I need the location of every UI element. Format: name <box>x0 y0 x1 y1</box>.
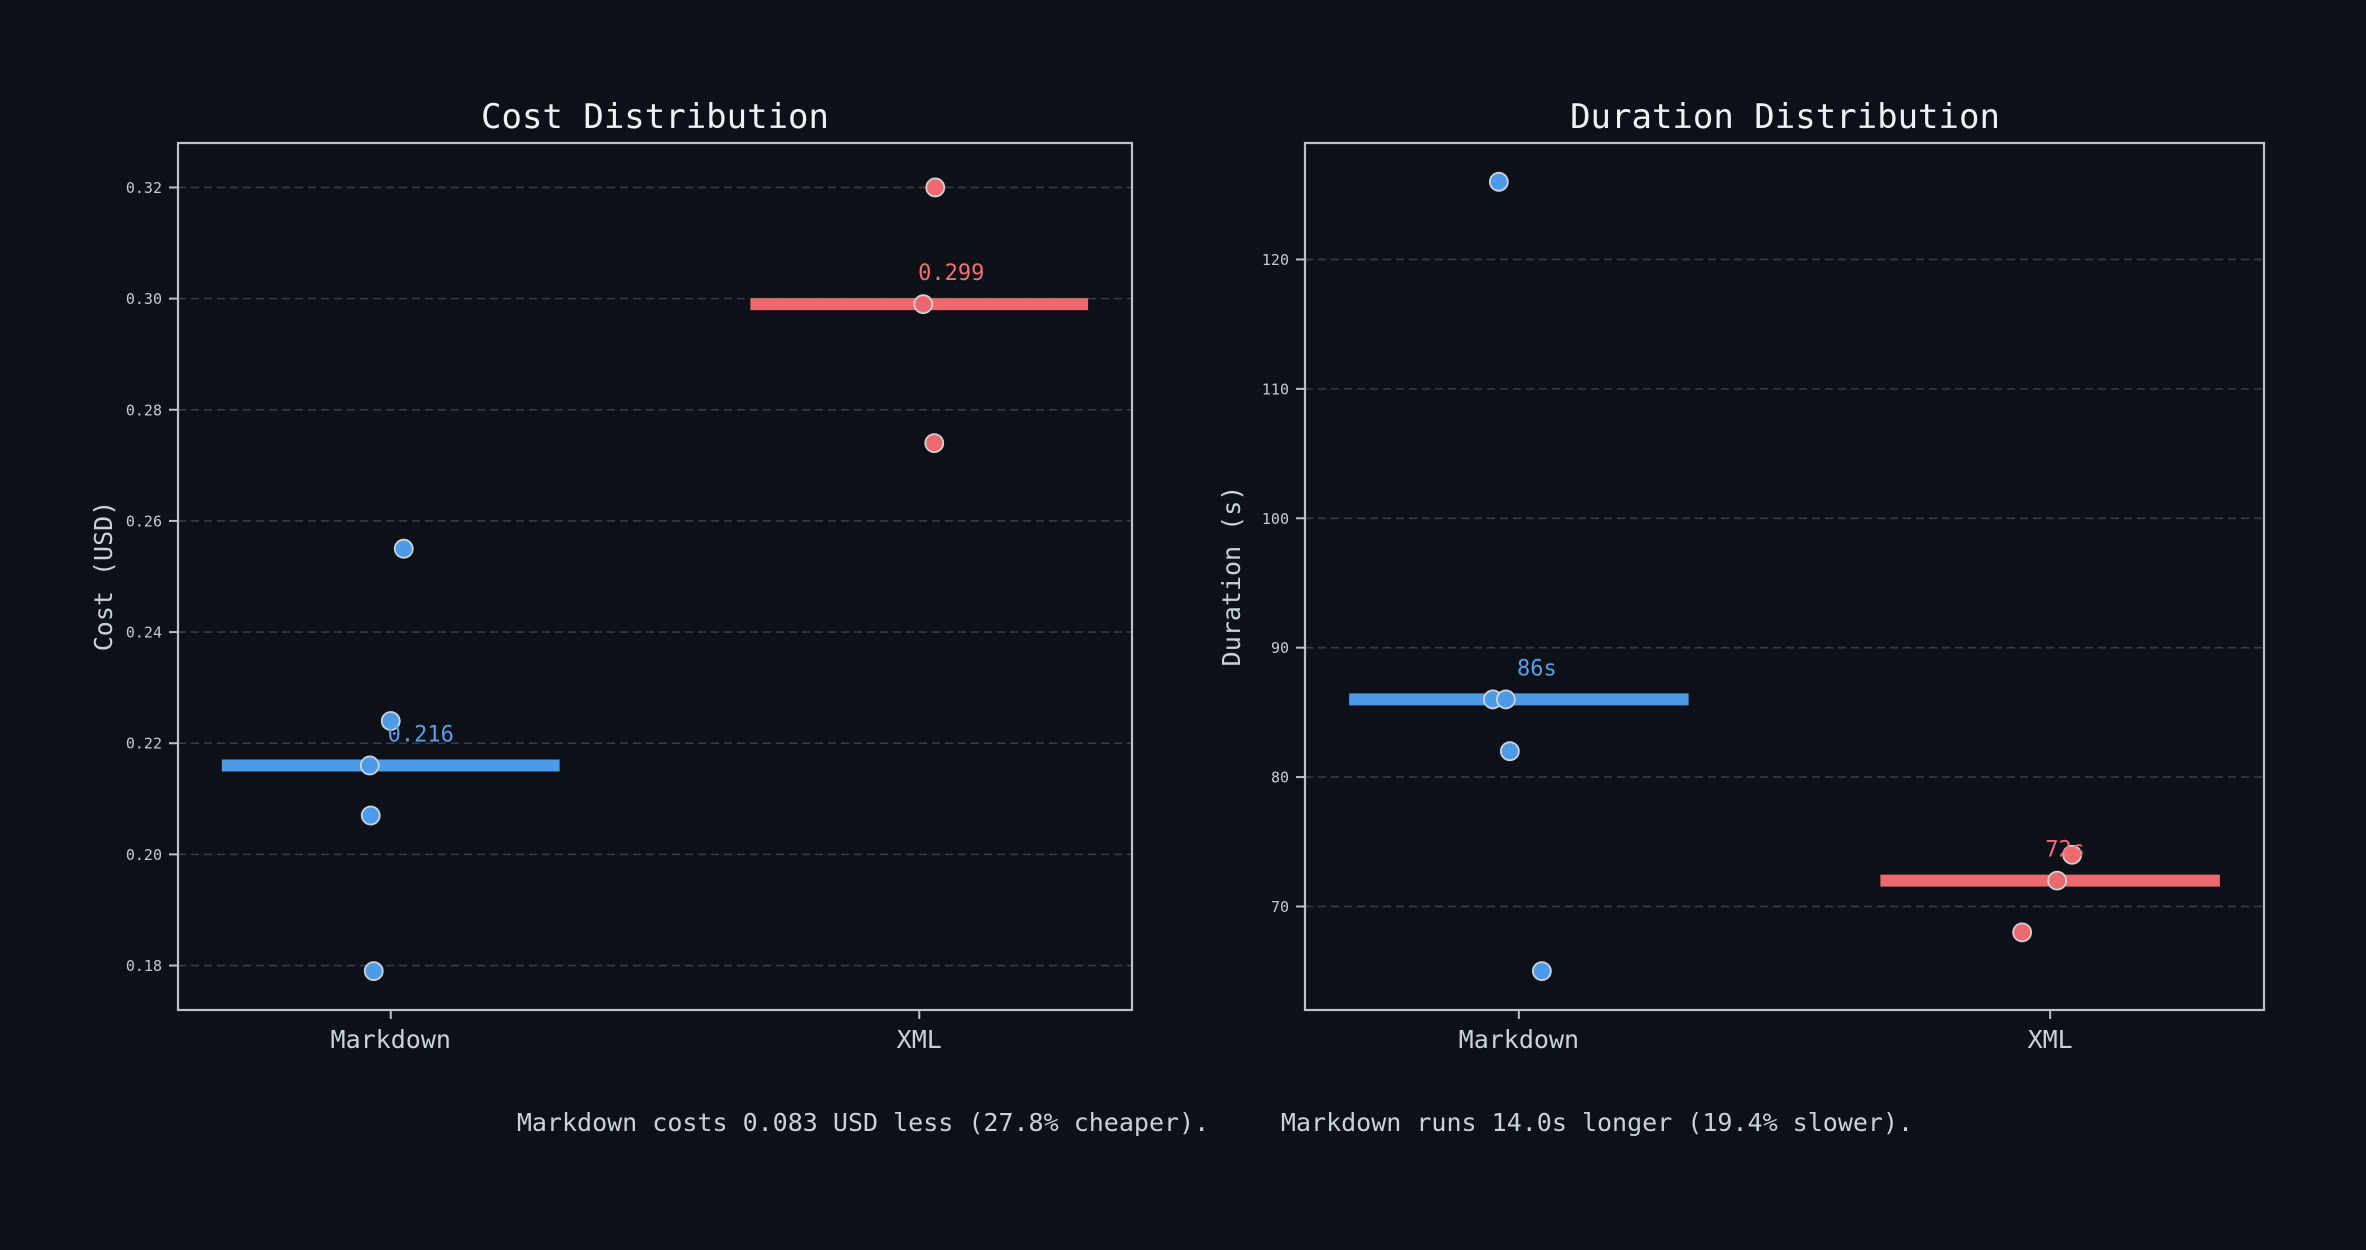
y-tick-label: 0.22 <box>126 735 162 753</box>
data-point <box>1531 961 1552 982</box>
duration-chart: 70 80 90 100 110 120 Markdown XML 86s 72s Durati… <box>1217 97 2266 1054</box>
duration-caption: Markdown runs 14.0s longer (19.4% slower… <box>1281 1108 1913 1137</box>
cost-grid-layer: 0.18 0.20 0.22 0.24 0.26 0.28 0.30 0.32 Markdown… <box>126 179 1132 1054</box>
duration-content-layer: 86s 72s <box>1349 171 2220 982</box>
y-tick-label: 0.20 <box>126 846 162 864</box>
data-point <box>363 961 384 981</box>
y-tick-label: 0.32 <box>126 179 162 197</box>
data-point <box>925 177 946 198</box>
y-tick-label: 100 <box>1262 510 1289 528</box>
y-tick-label: 0.18 <box>126 957 162 975</box>
cost-chart-title: Cost Distribution <box>481 97 829 137</box>
y-tick-label: 120 <box>1262 251 1289 269</box>
y-tick-label: 80 <box>1271 769 1289 787</box>
median-label: 86s <box>1517 656 1557 681</box>
y-tick-label: 110 <box>1262 380 1289 398</box>
data-point <box>1488 171 1509 192</box>
data-point <box>360 805 381 826</box>
data-point <box>1499 741 1520 762</box>
median-label: 0.299 <box>918 261 984 286</box>
cost-plot-frame <box>176 141 1134 1012</box>
x-tick-label: Markdown <box>331 1025 451 1054</box>
x-tick-label: XML <box>897 1025 942 1054</box>
y-tick-label: 0.30 <box>126 290 162 308</box>
data-point <box>2047 870 2068 891</box>
cost-content-layer: 0.216 0.299 <box>221 177 1089 981</box>
data-point <box>2062 844 2083 865</box>
data-point <box>2012 922 2033 943</box>
y-tick-label: 0.26 <box>126 512 162 530</box>
data-point <box>359 755 380 776</box>
data-point <box>1495 689 1516 710</box>
data-point <box>380 711 401 731</box>
data-point <box>913 294 934 315</box>
duration-y-axis-label: Duration (s) <box>1217 486 1246 667</box>
duration-grid-layer: 70 80 90 100 110 120 Markdown XML <box>1262 251 2264 1054</box>
median-label: 72s <box>2045 838 2085 863</box>
y-tick-label: 0.24 <box>126 624 162 642</box>
duration-plot-frame <box>1303 141 2266 1012</box>
x-tick-label: XML <box>2028 1025 2073 1054</box>
duration-chart-title: Duration Distribution <box>1570 97 2000 137</box>
y-tick-label: 0.28 <box>126 401 162 419</box>
y-tick-label: 70 <box>1271 898 1289 916</box>
cost-chart: 0.18 0.20 0.22 0.24 0.26 0.28 0.30 0.32 Markdown… <box>89 97 1134 1054</box>
cost-y-axis-label: Cost (USD) <box>89 501 118 652</box>
y-tick-label: 90 <box>1271 639 1289 657</box>
cost-caption: Markdown costs 0.083 USD less (27.8% che… <box>517 1108 1209 1137</box>
data-point <box>393 538 414 559</box>
data-point <box>924 433 945 454</box>
median-label: 0.216 <box>388 722 454 747</box>
x-tick-label: Markdown <box>1459 1025 1579 1054</box>
